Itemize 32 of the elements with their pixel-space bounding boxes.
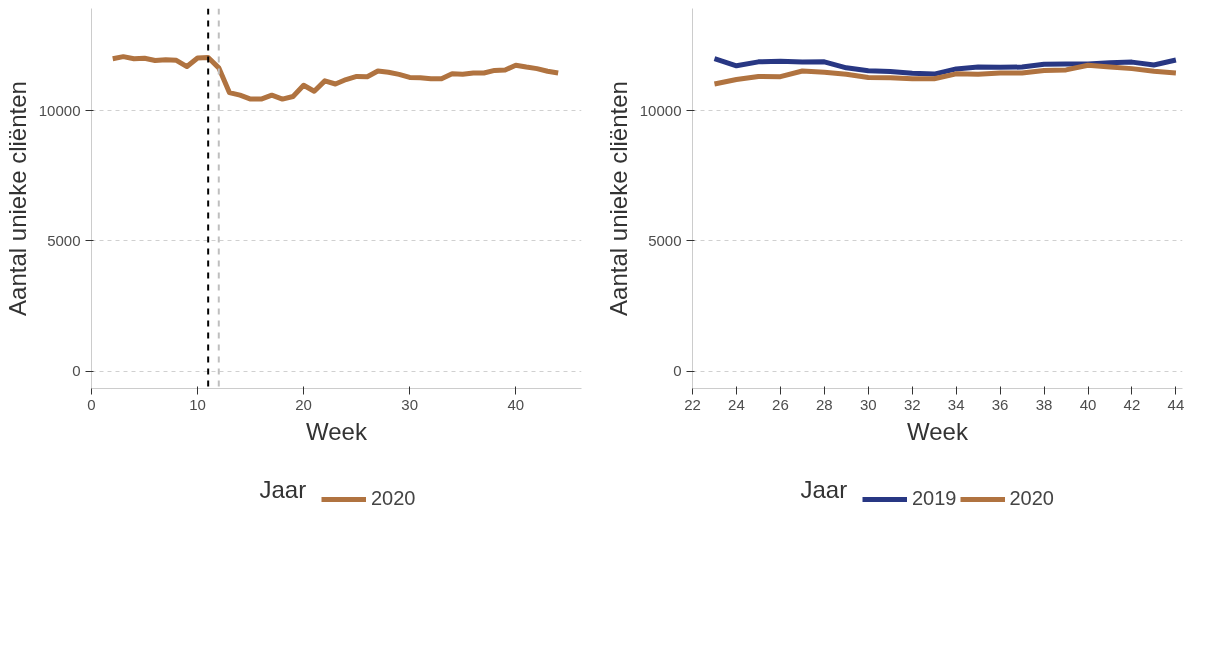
x-tick-label: 24 [728,395,745,413]
x-tick-label: 32 [903,395,921,413]
legend-label: 2020 [371,487,416,510]
y-axis-title: Aantal unieke cliënten [604,81,632,316]
legend-title: Jaar [259,475,307,503]
x-tick-label: 30 [859,395,877,413]
y-tick-label: 5000 [47,231,81,249]
x-tick-label: 40 [1079,395,1097,413]
legend-label: 2019 [912,487,957,510]
y-axis-title: Aantal unieke cliënten [3,81,31,316]
x-axis-title: Week [907,417,969,445]
x-tick-label: 38 [1035,395,1053,413]
y-tick-label: 10000 [38,101,81,119]
x-tick-label: 30 [401,395,419,413]
x-tick-label: 36 [991,395,1009,413]
x-tick-label: 34 [947,395,965,413]
y-tick-label: 10000 [639,101,682,119]
x-tick-label: 44 [1167,395,1185,413]
x-tick-label: 22 [684,395,701,413]
x-tick-label: 20 [295,395,312,413]
x-tick-label: 28 [816,395,833,413]
y-tick-label: 0 [72,362,81,380]
x-tick-label: 0 [87,395,96,413]
legend-title: Jaar [800,475,848,503]
x-tick-label: 26 [772,395,789,413]
y-tick-label: 0 [673,362,682,380]
x-tick-label: 42 [1123,395,1141,413]
x-tick-label: 10 [189,395,206,413]
legend-label: 2020 [1009,487,1054,510]
x-axis-title: Week [306,417,368,445]
y-tick-label: 5000 [648,231,682,249]
x-tick-label: 40 [507,395,525,413]
